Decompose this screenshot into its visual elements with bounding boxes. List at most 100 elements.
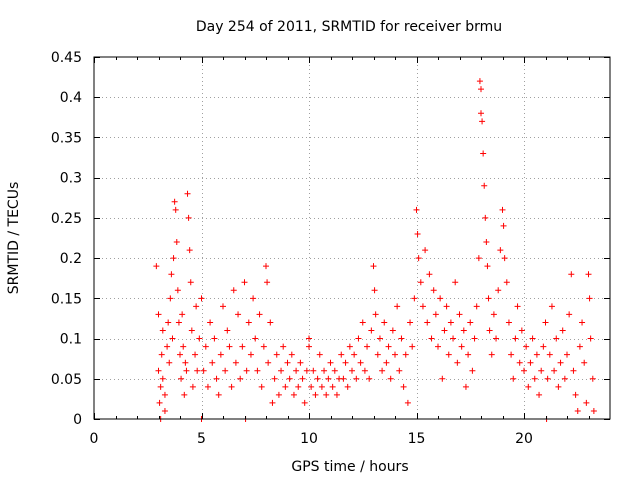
- data-point: [164, 343, 171, 350]
- data-point: [495, 287, 502, 294]
- data-point: [275, 391, 282, 398]
- data-point: [333, 391, 340, 398]
- x-tick-label: 20: [515, 431, 533, 447]
- data-point: [443, 303, 450, 310]
- x-tick-label: 0: [90, 431, 99, 447]
- data-point: [168, 271, 175, 278]
- data-point: [282, 383, 289, 390]
- y-tick-label: 0.4: [60, 90, 82, 106]
- data-point: [450, 335, 457, 342]
- data-point: [512, 335, 519, 342]
- data-point: [297, 359, 304, 366]
- x-tick-label: 15: [408, 431, 426, 447]
- data-point: [465, 351, 472, 358]
- y-tick-label: 0.2: [60, 251, 82, 267]
- data-point: [155, 367, 162, 374]
- data-point: [368, 327, 375, 334]
- data-point: [456, 311, 463, 318]
- data-point: [441, 327, 448, 334]
- x-tick-label: 10: [300, 431, 318, 447]
- data-point: [280, 343, 287, 350]
- data-point: [475, 255, 482, 262]
- data-point: [263, 263, 269, 270]
- data-point: [321, 367, 328, 374]
- data-point: [583, 399, 590, 406]
- data-point: [473, 303, 480, 310]
- data-point: [566, 311, 573, 318]
- data-point: [312, 391, 319, 398]
- data-point: [542, 319, 549, 326]
- data-point: [590, 407, 597, 414]
- data-points: [153, 78, 597, 422]
- data-point: [419, 303, 426, 310]
- data-point: [260, 343, 267, 350]
- data-point: [303, 367, 310, 374]
- data-point: [222, 367, 229, 374]
- data-point: [501, 255, 508, 262]
- data-point: [171, 198, 178, 205]
- data-point: [548, 303, 555, 310]
- data-point: [226, 343, 233, 350]
- data-point: [156, 399, 163, 406]
- data-point: [371, 287, 378, 294]
- data-point: [544, 375, 551, 382]
- data-point: [531, 375, 538, 382]
- grid-lines: [94, 57, 610, 419]
- data-point: [587, 335, 594, 342]
- data-point: [437, 295, 444, 302]
- data-point: [353, 375, 360, 382]
- data-point: [254, 367, 261, 374]
- data-point: [179, 311, 186, 318]
- data-point: [482, 214, 489, 221]
- data-point: [576, 343, 583, 350]
- data-point: [342, 359, 349, 366]
- data-point: [376, 335, 383, 342]
- data-point: [327, 359, 334, 366]
- data-point: [284, 359, 291, 366]
- data-point: [175, 319, 182, 326]
- data-point: [514, 303, 521, 310]
- data-point: [247, 351, 254, 358]
- data-point: [439, 375, 446, 382]
- data-point: [585, 271, 592, 278]
- x-tick-labels: 0 5 10 15 20: [90, 431, 533, 447]
- data-point: [411, 295, 418, 302]
- data-point: [159, 375, 166, 382]
- data-point: [469, 367, 476, 374]
- data-point: [364, 343, 371, 350]
- data-point: [182, 359, 189, 366]
- data-point: [235, 311, 242, 318]
- data-point: [407, 319, 414, 326]
- data-point: [551, 367, 558, 374]
- y-axis-label: SRMTID / TECUs: [6, 182, 22, 295]
- data-point: [290, 391, 297, 398]
- data-point: [374, 351, 381, 358]
- data-point: [306, 335, 312, 342]
- data-point: [273, 351, 280, 358]
- data-point: [392, 351, 398, 358]
- data-point: [177, 351, 183, 358]
- data-point: [256, 311, 263, 318]
- data-point: [187, 279, 194, 286]
- data-point: [361, 367, 368, 374]
- data-point: [295, 383, 302, 390]
- data-point: [161, 407, 168, 414]
- plot-frame: [93, 56, 611, 420]
- data-point: [172, 206, 179, 213]
- data-point: [568, 271, 575, 278]
- data-point: [158, 351, 165, 358]
- data-point: [258, 383, 265, 390]
- data-point: [555, 383, 562, 390]
- data-point: [499, 206, 506, 213]
- data-point: [200, 367, 207, 374]
- data-point: [250, 295, 257, 302]
- data-point: [161, 391, 168, 398]
- data-point: [269, 399, 276, 406]
- data-point: [479, 118, 486, 125]
- data-point: [394, 303, 401, 310]
- data-point: [173, 239, 180, 246]
- data-point: [432, 311, 439, 318]
- data-point: [301, 399, 308, 406]
- data-point: [316, 351, 323, 358]
